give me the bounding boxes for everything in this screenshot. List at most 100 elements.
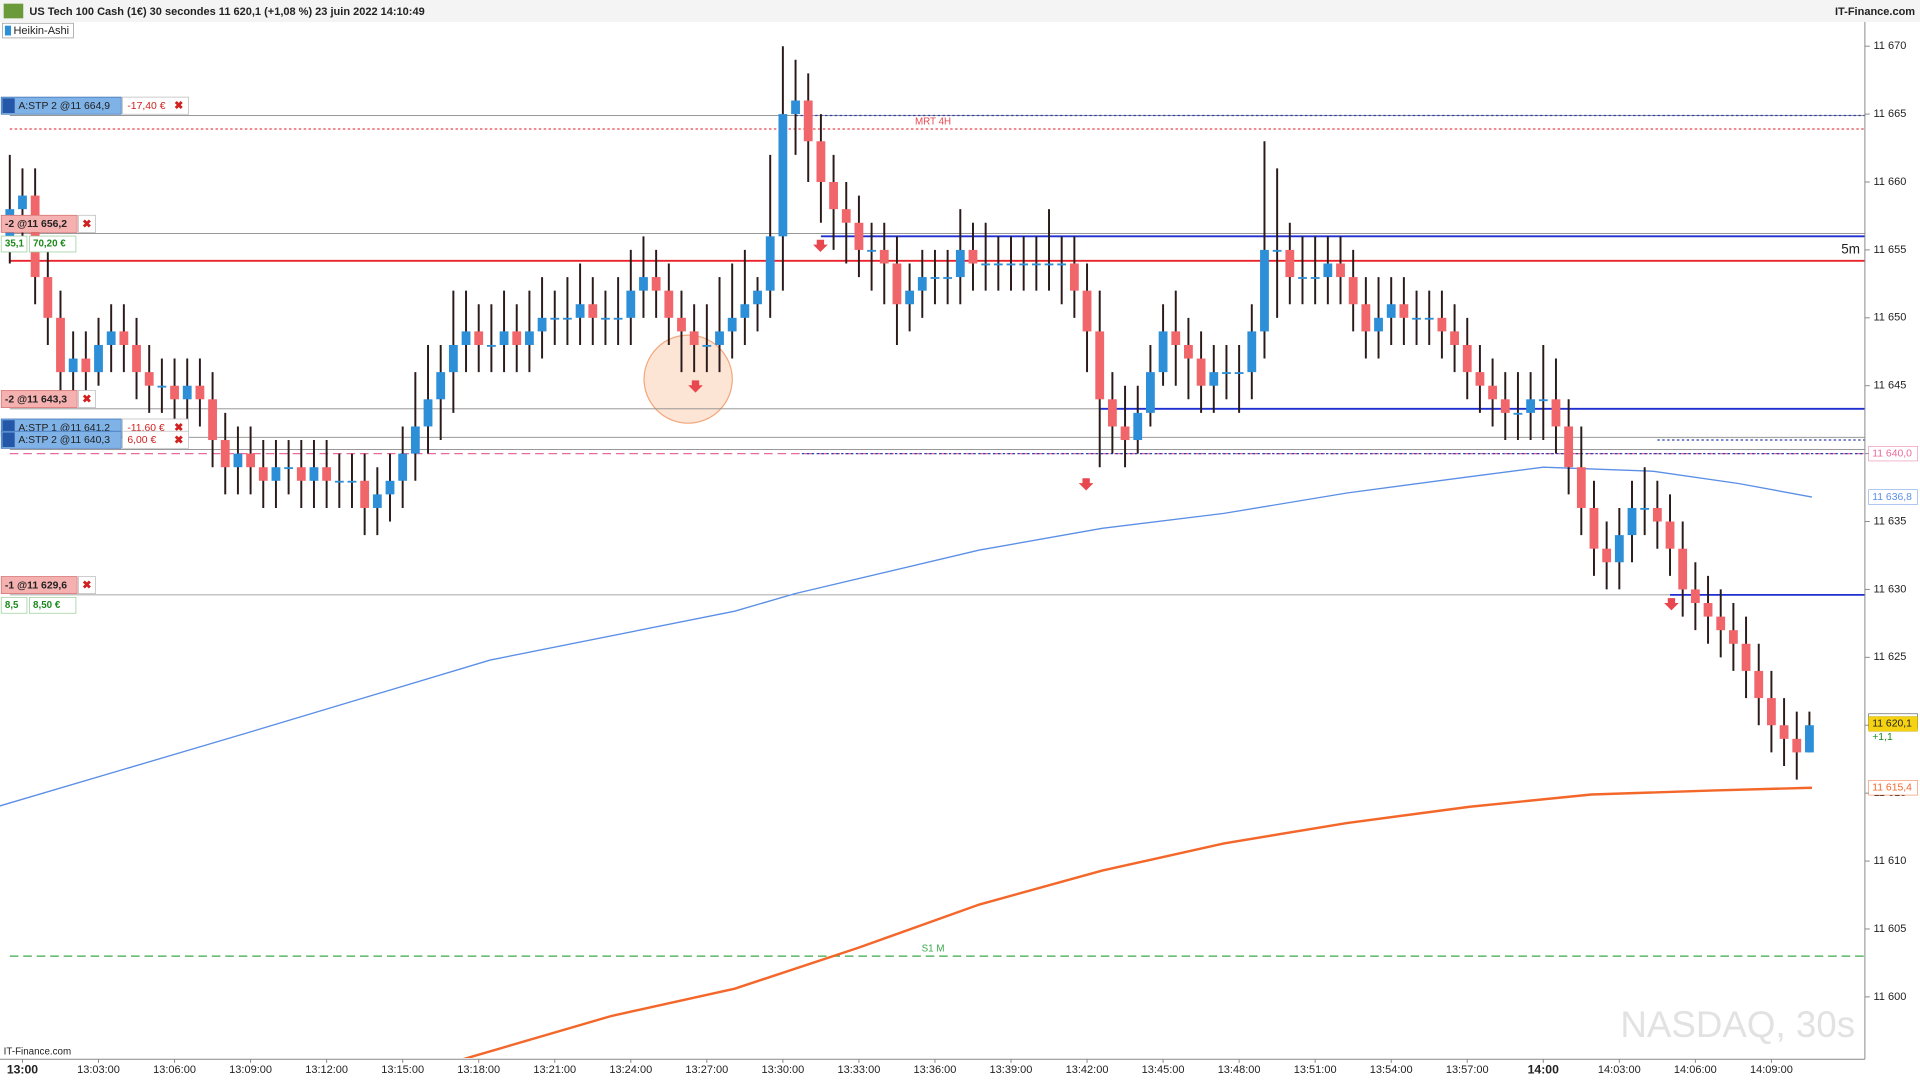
candle-body: [284, 467, 294, 470]
candle-body: [1602, 548, 1612, 563]
tag-handle: [2, 98, 15, 114]
tag-pnl: -17,40 €: [127, 101, 165, 112]
candle-body: [461, 331, 471, 345]
candle-body: [575, 304, 585, 318]
x-tick-label: 13:54:00: [1370, 1064, 1413, 1076]
candle-body: [917, 277, 927, 291]
candle-body: [829, 182, 838, 210]
candle-body: [664, 290, 674, 318]
x-tick-label: 13:03:00: [77, 1064, 120, 1076]
candle-body: [588, 304, 598, 318]
x-tick-label: 13:06:00: [153, 1064, 196, 1076]
candle-body: [258, 467, 268, 481]
tag-label: A:STP 2 @11 664,9: [18, 101, 110, 112]
x-tick-label: 13:57:00: [1446, 1064, 1489, 1076]
candle-body: [1361, 304, 1371, 332]
tag-box: [0, 430, 122, 449]
candle-body: [474, 331, 484, 345]
candle-body: [1184, 344, 1193, 359]
arrow: [688, 380, 703, 393]
order-tag[interactable]: -2 @11 656,2 ✖ 35,1 70,20 €: [0, 214, 96, 253]
candle-body: [550, 317, 560, 320]
candle-body: [233, 453, 243, 468]
candle-body: [1589, 507, 1599, 549]
candle-body: [1069, 263, 1079, 291]
candle-body: [1057, 263, 1067, 266]
candle-body: [410, 426, 420, 454]
candle-body: [334, 480, 344, 483]
y-tick-label: 11 650: [1873, 312, 1906, 324]
candle-body: [1310, 277, 1320, 279]
app-icon[interactable]: [3, 3, 24, 19]
candle-body: [1450, 331, 1459, 345]
candle-body: [1728, 630, 1738, 644]
candle-body: [1260, 249, 1269, 332]
order-tag[interactable]: -2 @11 643,3 ✖: [0, 390, 96, 408]
candle-body: [68, 358, 78, 373]
candle-body: [182, 385, 192, 400]
candle-body: [613, 317, 623, 320]
candle-body: [423, 399, 433, 427]
y-tick-label: 11 635: [1873, 515, 1906, 527]
candle-body: [1754, 670, 1764, 699]
candle-body: [740, 304, 750, 318]
y-tick-label: 11 610: [1873, 855, 1906, 867]
candle-body: [803, 100, 813, 142]
candle-body: [1133, 412, 1143, 441]
footer: IT-Finance.com: [4, 1046, 71, 1057]
candle-body: [208, 399, 217, 441]
candle-body: [1488, 385, 1497, 400]
candle-body: [94, 344, 103, 373]
candle-body: [854, 222, 864, 250]
candle-body: [81, 358, 91, 373]
top-bar: [0, 0, 1920, 23]
candle-body: [1298, 277, 1307, 279]
candle-body: [1095, 331, 1105, 400]
indicator-box[interactable]: [2, 22, 74, 39]
candle-body: [195, 385, 205, 400]
y-tick-label: 11 625: [1873, 651, 1906, 663]
tag-label: A:STP 2 @11 640,3: [18, 435, 110, 446]
candle-body: [1805, 725, 1814, 753]
tag-close-box: [78, 214, 96, 233]
order-tag[interactable]: A:STP 2 @11 664,9 -17,40 € ✖: [0, 96, 189, 115]
order-tag[interactable]: A:STP 2 @11 640,3 6,00 € ✖: [0, 430, 189, 449]
y-tick-label: 11 630: [1873, 583, 1906, 595]
x-tick-label: 13:42:00: [1066, 1064, 1109, 1076]
candle-body: [1196, 358, 1206, 386]
candle-body: [18, 195, 27, 210]
candle-body: [1690, 589, 1700, 604]
candle-body: [1272, 249, 1282, 252]
plot-area: [0, 46, 1865, 1058]
candle-body: [1107, 399, 1117, 427]
x-tick-label: 13:33:00: [837, 1064, 880, 1076]
candle-body: [1120, 426, 1130, 441]
candle-body: [1209, 372, 1219, 386]
highlight-circle: [643, 334, 733, 424]
y-tick-label: 11 645: [1873, 380, 1906, 392]
tag-sub-box: [29, 235, 77, 253]
candle-body: [1716, 616, 1726, 631]
candle-body: [1336, 263, 1345, 278]
order-tag[interactable]: -1 @11 629,6 ✖ 8,5 8,50 €: [0, 576, 96, 614]
tag-close: ✖: [82, 580, 91, 592]
tag-sub-box: [0, 235, 28, 253]
candle-body: [246, 453, 255, 468]
candle-body: [322, 467, 332, 481]
candle-body: [1019, 263, 1029, 266]
tag-box: [0, 390, 78, 408]
watermark: NASDAQ, 30s: [1620, 1004, 1855, 1045]
candle-body: [1576, 467, 1586, 508]
candle-body: [512, 331, 522, 345]
candle-body: [791, 100, 800, 115]
price-label-box: [1868, 446, 1918, 462]
x-tick-label: 13:39:00: [990, 1064, 1033, 1076]
candle-body: [144, 372, 154, 386]
arrow: [813, 239, 828, 252]
candle-body: [1374, 317, 1383, 332]
candle-body: [1285, 249, 1295, 278]
x-tick-label: 13:51:00: [1294, 1064, 1337, 1076]
